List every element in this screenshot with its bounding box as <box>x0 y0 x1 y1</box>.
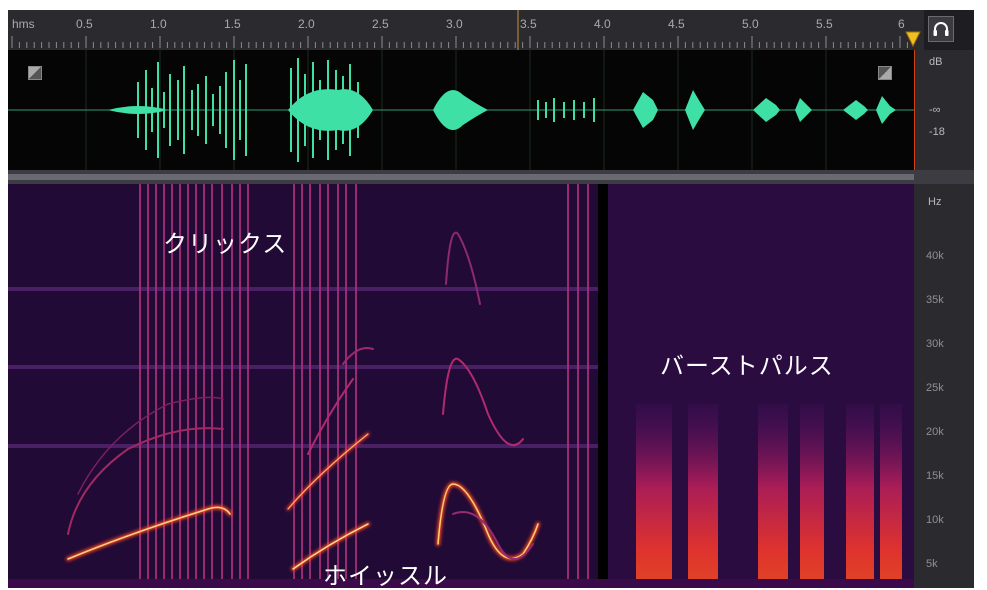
ruler-tick: 3.5 <box>520 17 537 31</box>
freq-tick: 30k <box>926 338 944 350</box>
ruler-ticks <box>11 10 921 50</box>
ruler-tick: 1.0 <box>150 17 167 31</box>
time-unit-label: hms <box>12 17 35 31</box>
time-ruler[interactable]: hms 0.5 1.0 1.5 2.0 2.5 3.0 3.5 4.0 4.5 … <box>8 10 924 50</box>
ruler-tick: 5.0 <box>742 17 759 31</box>
ruler-tick: 1.5 <box>224 17 241 31</box>
ruler-tick: 3.0 <box>446 17 463 31</box>
headphones-button[interactable] <box>928 16 954 42</box>
ruler-tick: 0.5 <box>76 17 93 31</box>
waveform-view[interactable] <box>8 50 914 170</box>
db-minus18-label: -18 <box>929 126 945 138</box>
freq-tick: 20k <box>926 426 944 438</box>
zoom-in-corner-button[interactable] <box>28 66 42 80</box>
spectrogram-graphic <box>8 184 914 588</box>
db-label: dB <box>929 56 943 68</box>
frequency-unit-label: Hz <box>928 196 942 208</box>
freq-tick: 35k <box>926 294 944 306</box>
ruler-tick: 6 <box>898 17 905 31</box>
horizontal-scrollbar[interactable] <box>8 174 914 180</box>
ruler-tick: 4.0 <box>594 17 611 31</box>
audio-editor: hms 0.5 1.0 1.5 2.0 2.5 3.0 3.5 4.0 4.5 … <box>8 10 974 588</box>
ruler-tick: 2.0 <box>298 17 315 31</box>
burst-pulse-annotation: バーストパルス <box>660 352 834 380</box>
ruler-tick: 2.5 <box>372 17 389 31</box>
clicks-annotation: クリックス <box>163 230 288 258</box>
waveform-graphic <box>8 50 914 170</box>
playhead-marker-icon[interactable] <box>905 31 921 48</box>
frequency-scale: Hz 40k 35k 30k 25k 20k 15k 10k 5k <box>914 184 974 588</box>
freq-tick: 5k <box>926 558 938 570</box>
amplitude-scale: dB -∞ -18 <box>914 50 974 170</box>
freq-tick: 15k <box>926 470 944 482</box>
headphones-icon <box>933 22 949 36</box>
db-inf-label: -∞ <box>929 104 941 116</box>
ruler-tick: 4.5 <box>668 17 685 31</box>
spectrogram-view[interactable]: クリックス ホイッスル バーストパルス <box>8 184 914 588</box>
whistle-annotation: ホイッスル <box>323 562 448 588</box>
zoom-out-corner-button[interactable] <box>878 66 892 80</box>
panel-splitter[interactable] <box>8 170 974 184</box>
freq-tick: 10k <box>926 514 944 526</box>
freq-tick: 40k <box>926 250 944 262</box>
freq-tick: 25k <box>926 382 944 394</box>
ruler-tick: 5.5 <box>816 17 833 31</box>
